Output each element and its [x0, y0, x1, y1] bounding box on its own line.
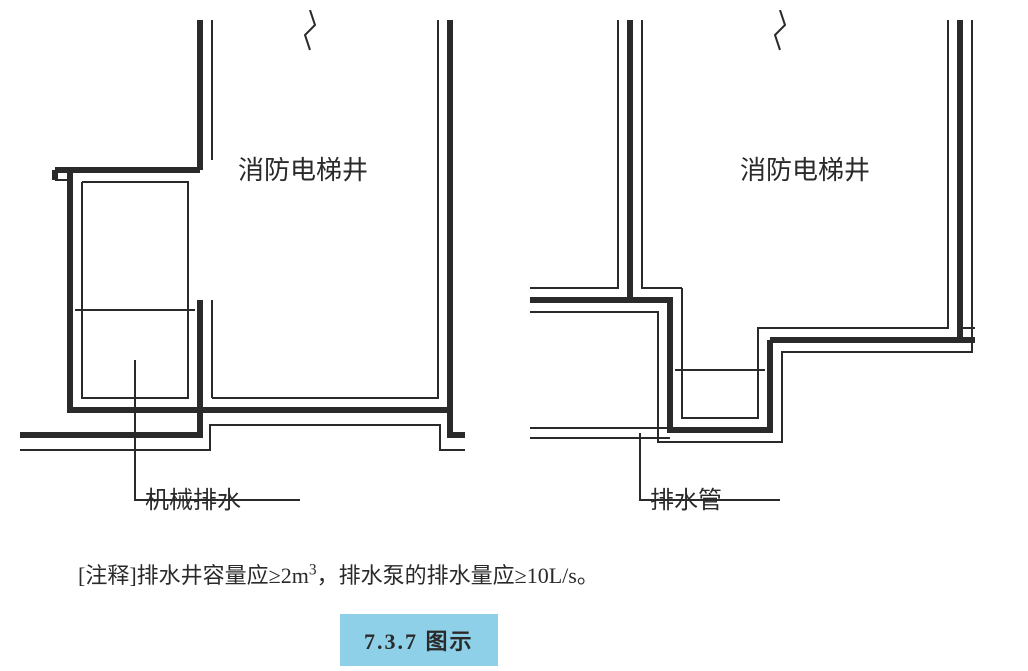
- note-rate: 10L/s: [527, 563, 577, 588]
- figure-caption: 7.3.7 图示: [340, 614, 498, 666]
- caption-text: 7.3.7 图示: [364, 629, 474, 654]
- left-diagram: [10, 10, 490, 510]
- right-diagram: [520, 10, 1000, 510]
- note-period: 。: [577, 563, 599, 588]
- note-ge-1: ≥: [269, 563, 281, 588]
- note-text-1: 排水井容量应: [137, 563, 269, 588]
- note-vol-exp: 3: [309, 562, 317, 579]
- diagram-note: [注释]排水井容量应≥2m3，排水泵的排水量应≥10L/s。: [78, 558, 599, 590]
- note-prefix: [注释]: [78, 563, 137, 588]
- note-ge-2: ≥: [515, 563, 527, 588]
- right-pipe-label: 排水管: [650, 480, 722, 515]
- note-comma: ，: [317, 563, 339, 588]
- left-sump-label: 机械排水: [145, 480, 241, 515]
- note-vol: 2m: [281, 563, 309, 588]
- note-text-2: 排水泵的排水量应: [339, 563, 515, 588]
- left-shaft-label: 消防电梯井: [238, 150, 368, 187]
- right-shaft-label: 消防电梯井: [740, 150, 870, 187]
